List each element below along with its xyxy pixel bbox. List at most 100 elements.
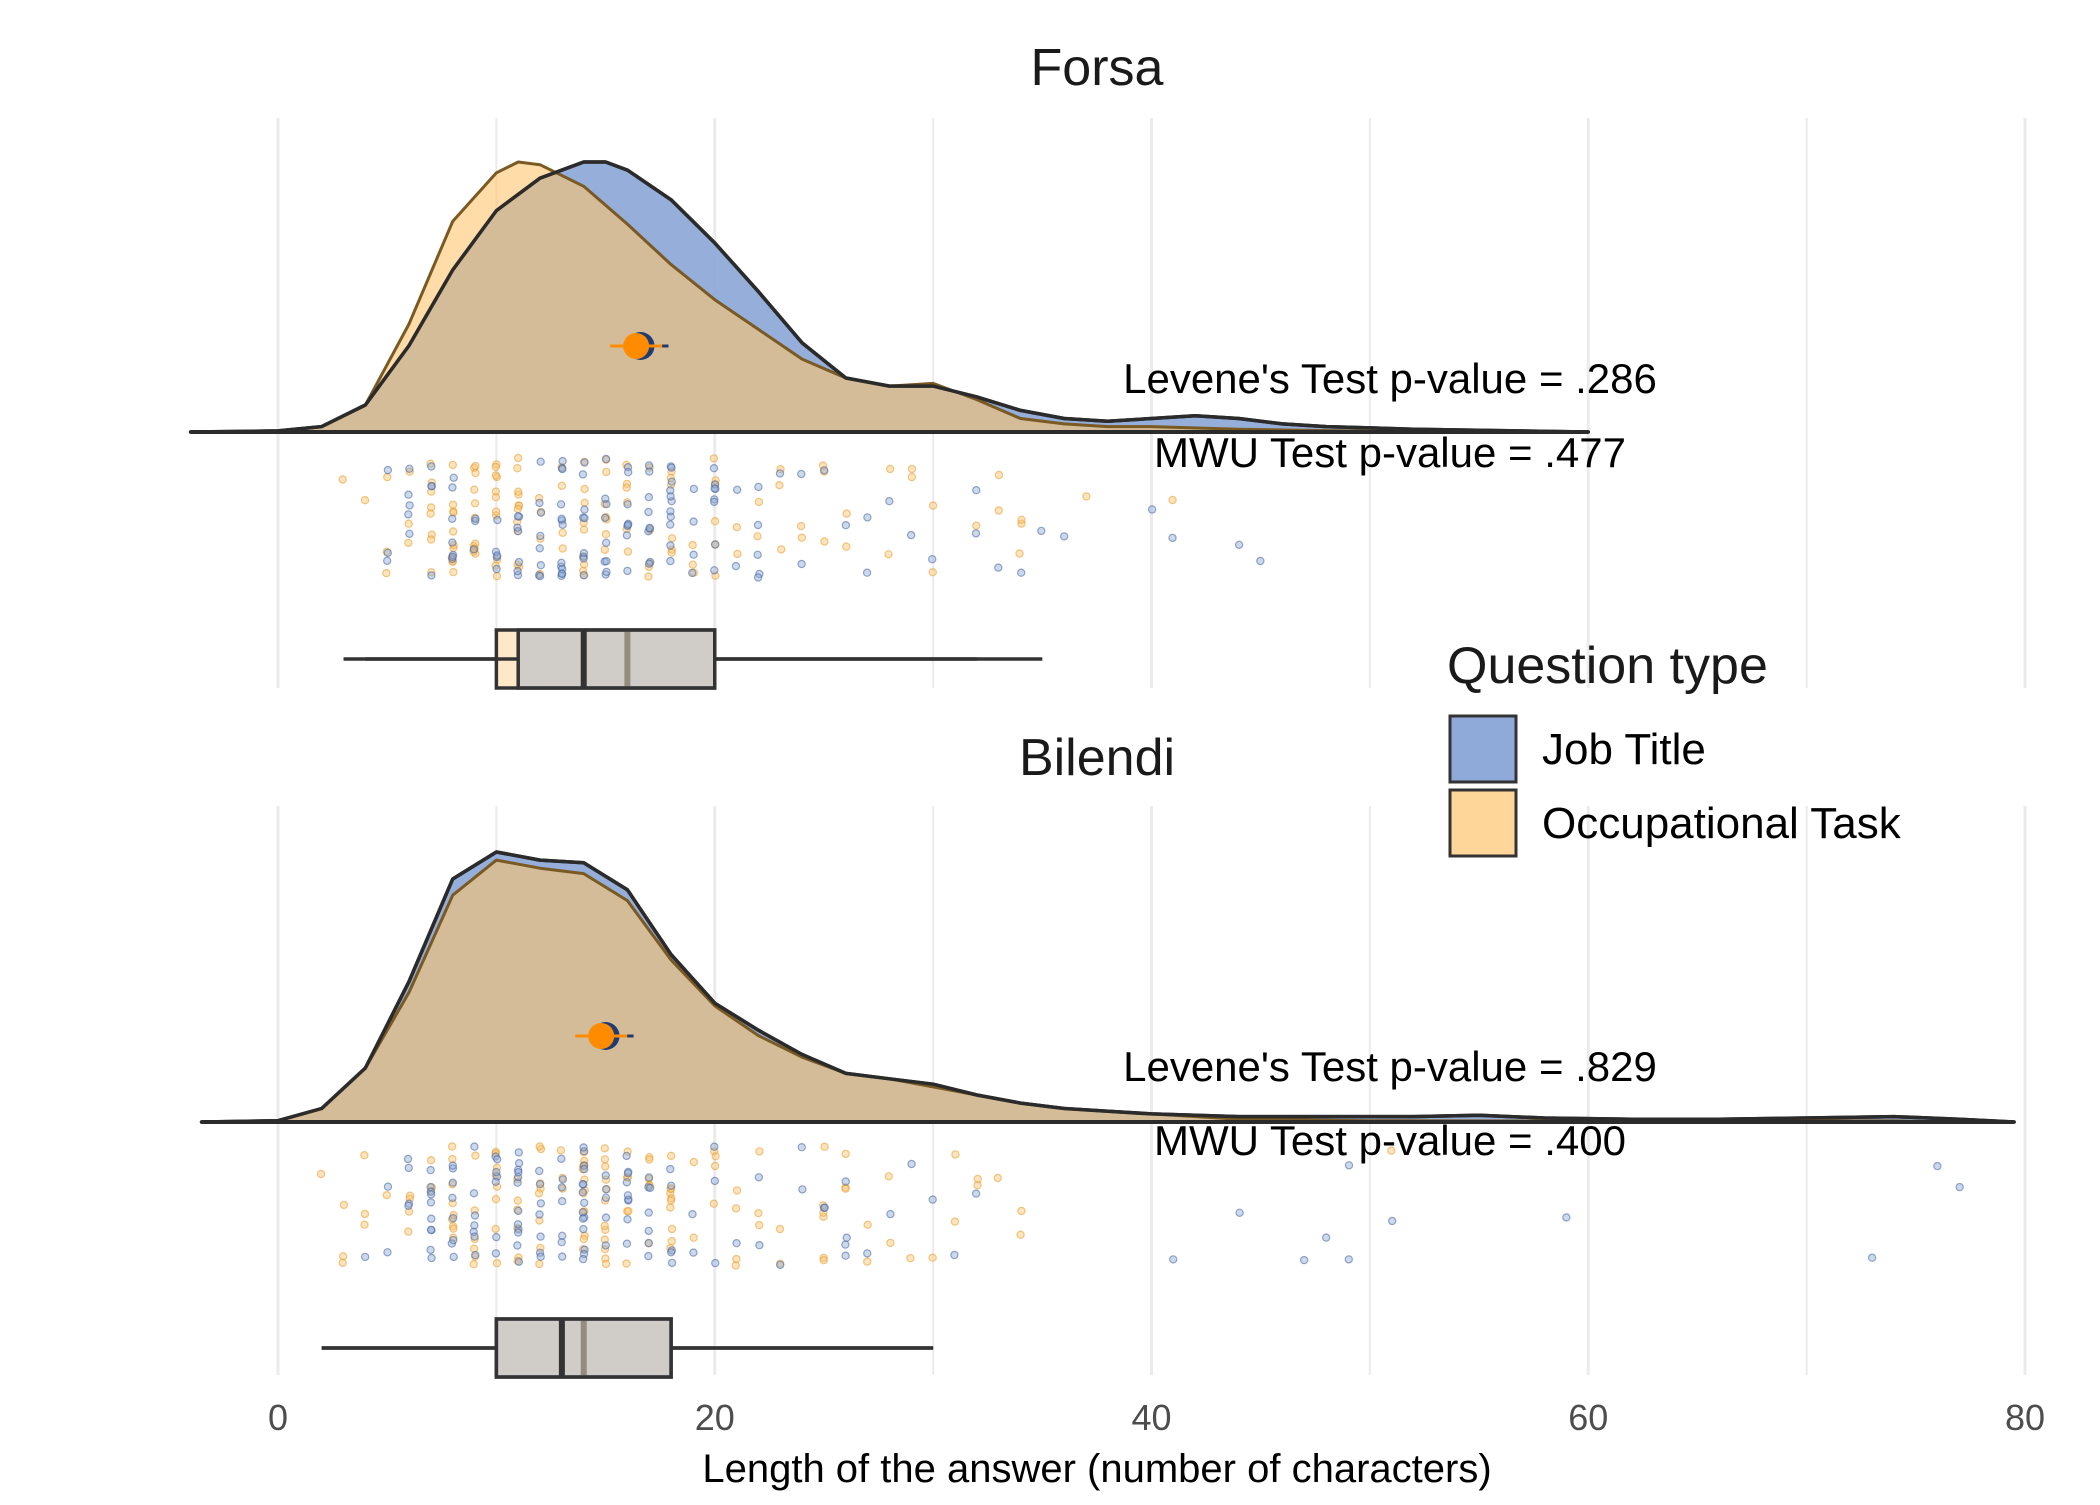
point-job-title [470, 1142, 479, 1151]
point-job-title [536, 457, 545, 466]
mwu-annotation: MWU Test p-value = .477 [1154, 429, 1626, 476]
point-job-title [645, 467, 654, 476]
point-job-title [885, 497, 894, 506]
point-occupational-task [797, 533, 807, 542]
point-occupational-task [491, 1224, 500, 1234]
point-job-title [492, 551, 502, 560]
point-job-title [1344, 1255, 1353, 1264]
point-occupational-task [928, 568, 937, 577]
point-occupational-task [579, 525, 589, 534]
point-occupational-task [667, 534, 677, 543]
point-occupational-task [755, 1147, 764, 1156]
point-occupational-task [820, 1142, 829, 1151]
point-occupational-task [951, 1150, 960, 1159]
x-axis: 0 20 40 60 80 Length of the answer (number o… [268, 1397, 2045, 1491]
point-job-title [1016, 568, 1026, 577]
point-occupational-task [404, 538, 413, 548]
point-occupational-task [601, 1162, 610, 1171]
point-job-title [1955, 1182, 1964, 1192]
point-job-title [601, 1241, 610, 1250]
point-job-title [972, 486, 981, 495]
point-occupational-task [513, 1196, 523, 1205]
point-occupational-task [405, 467, 414, 476]
point-job-title [471, 514, 480, 524]
point-occupational-task [710, 517, 720, 526]
points-layer [316, 1142, 1964, 1270]
point-job-title [753, 550, 762, 560]
point-job-title [514, 1206, 523, 1216]
point-occupational-task [973, 1174, 982, 1184]
point-job-title [842, 1233, 851, 1242]
point-job-title [383, 1182, 393, 1191]
box-job-title-box [516, 628, 717, 690]
point-job-title [754, 1173, 764, 1182]
point-job-title [689, 517, 698, 526]
point-job-title [820, 1203, 829, 1212]
point-job-title [578, 1179, 587, 1189]
point-job-title [1867, 1253, 1877, 1262]
point-occupational-task [841, 1184, 850, 1193]
point-occupational-task [842, 542, 851, 551]
point-occupational-task [950, 1217, 960, 1226]
point-occupational-task [666, 1151, 676, 1161]
mean-point-occupational-task [588, 1023, 615, 1049]
point-job-title [644, 1226, 653, 1236]
point-occupational-task [448, 527, 458, 536]
point-occupational-task [732, 1254, 741, 1264]
point-occupational-task [338, 1252, 348, 1261]
point-job-title [644, 1173, 654, 1182]
point-job-title [886, 1209, 895, 1219]
point-occupational-task [579, 1234, 589, 1244]
point-occupational-task [470, 485, 479, 494]
point-job-title [513, 566, 522, 576]
point-occupational-task [666, 1196, 676, 1205]
point-occupational-task [469, 1259, 478, 1269]
point-job-title [403, 1154, 413, 1164]
point-occupational-task [338, 475, 347, 484]
point-job-title [493, 1154, 502, 1164]
point-occupational-task [580, 484, 589, 494]
point-occupational-task [447, 1142, 457, 1151]
point-job-title [427, 1253, 436, 1263]
point-job-title [449, 473, 458, 482]
point-job-title [601, 454, 611, 464]
point-job-title [535, 1210, 544, 1219]
point-occupational-task [731, 1204, 741, 1213]
legend-swatch-occupational-task [1448, 788, 1518, 858]
point-occupational-task [645, 1152, 654, 1162]
point-job-title [623, 566, 632, 576]
point-job-title [1933, 1161, 1942, 1171]
point-job-title [601, 538, 611, 548]
point-occupational-task [426, 503, 436, 512]
point-occupational-task [842, 509, 851, 518]
point-job-title [579, 571, 588, 580]
point-job-title [556, 500, 566, 509]
point-job-title [622, 1178, 632, 1187]
point-job-title [710, 540, 720, 549]
mean-point-occupational-task [623, 333, 650, 359]
point-job-title [841, 1240, 850, 1249]
point-job-title [404, 1201, 413, 1211]
point-occupational-task [580, 498, 589, 507]
point-job-title [666, 1248, 676, 1257]
point-occupational-task [471, 468, 480, 478]
point-occupational-task [360, 1209, 370, 1219]
point-job-title [448, 1164, 458, 1173]
point-occupational-task [535, 1216, 544, 1225]
point-job-title [514, 1167, 523, 1177]
point-occupational-task [623, 547, 633, 556]
point-job-title [602, 567, 611, 577]
point-occupational-task [426, 509, 435, 518]
point-occupational-task [906, 1253, 915, 1263]
point-job-title [383, 1248, 392, 1257]
point-occupational-task [601, 1175, 611, 1184]
point-occupational-task [777, 545, 786, 554]
point-job-title [1147, 505, 1157, 514]
point-job-title [514, 1148, 523, 1157]
point-job-title [601, 494, 610, 503]
point-job-title [557, 1237, 566, 1247]
point-job-title [645, 523, 654, 533]
point-job-title [1256, 556, 1265, 566]
point-job-title [754, 482, 763, 492]
point-occupational-task [471, 1151, 480, 1160]
